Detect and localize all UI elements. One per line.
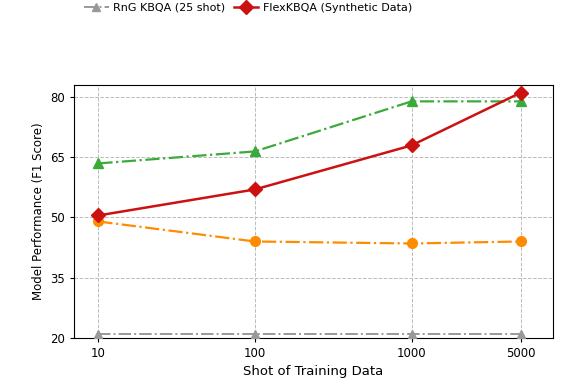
X-axis label: Shot of Training Data: Shot of Training Data [243, 365, 384, 378]
Legend: Pangu (Codex), RnG KBQA (25 shot), UnifiedSKG (Codex), FlexKBQA (Synthetic Data): Pangu (Codex), RnG KBQA (25 shot), Unifi… [80, 0, 417, 17]
Y-axis label: Model Performance (F1 Score): Model Performance (F1 Score) [32, 123, 44, 300]
